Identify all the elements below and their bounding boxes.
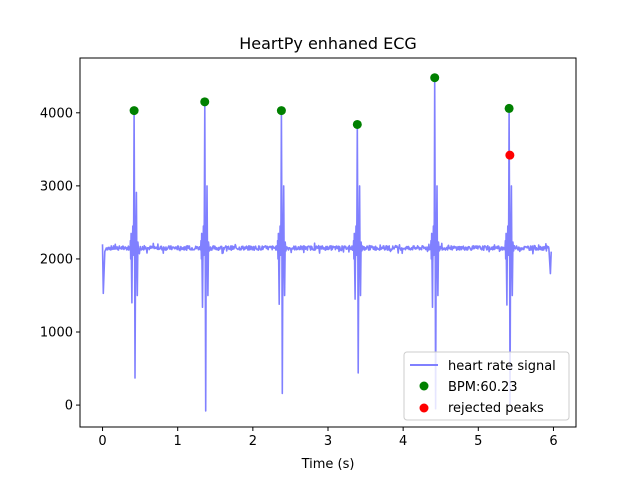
signal-layer xyxy=(101,76,552,412)
x-tick-label: 5 xyxy=(474,434,482,449)
accepted-peak-point xyxy=(504,103,514,113)
rejected-peak-point xyxy=(505,150,515,160)
y-tick-label: 3000 xyxy=(40,179,73,194)
x-tick-label: 4 xyxy=(399,434,407,449)
x-tick-label: 3 xyxy=(324,434,332,449)
x-axis-label: Time (s) xyxy=(301,457,355,472)
y-tick-label: 4000 xyxy=(40,106,73,121)
legend-box xyxy=(403,351,570,421)
accepted-peak-point xyxy=(352,119,362,129)
legend-marker-accepted xyxy=(419,381,429,391)
x-tick-label: 1 xyxy=(174,434,182,449)
x-tick-label: 2 xyxy=(249,434,257,449)
accepted-peak-point xyxy=(129,106,139,116)
peaks-layer xyxy=(129,73,515,160)
x-tick-label: 0 xyxy=(98,434,106,449)
legend-entry-signal: heart rate signal xyxy=(448,359,556,374)
x-tick-label: 6 xyxy=(549,434,557,449)
y-tick-label: 1000 xyxy=(40,326,73,341)
legend-marker-rejected xyxy=(419,403,429,413)
x-axis: 0 1 2 3 4 5 6 xyxy=(98,427,558,449)
accepted-peak-point xyxy=(200,97,210,107)
legend-entry-accepted: BPM:60.23 xyxy=(448,380,518,395)
accepted-peak-point xyxy=(276,106,286,116)
series-line-heart-rate-signal xyxy=(101,76,552,412)
y-axis: 0 1000 2000 3000 4000 xyxy=(40,106,80,414)
y-tick-label: 0 xyxy=(65,399,73,414)
chart-title: HeartPy enhaned ECG xyxy=(239,34,417,53)
legend: heart rate signal BPM:60.23 rejected pea… xyxy=(403,351,570,421)
accepted-peak-point xyxy=(430,73,440,83)
legend-entry-rejected: rejected peaks xyxy=(448,401,544,416)
y-tick-label: 2000 xyxy=(40,252,73,267)
